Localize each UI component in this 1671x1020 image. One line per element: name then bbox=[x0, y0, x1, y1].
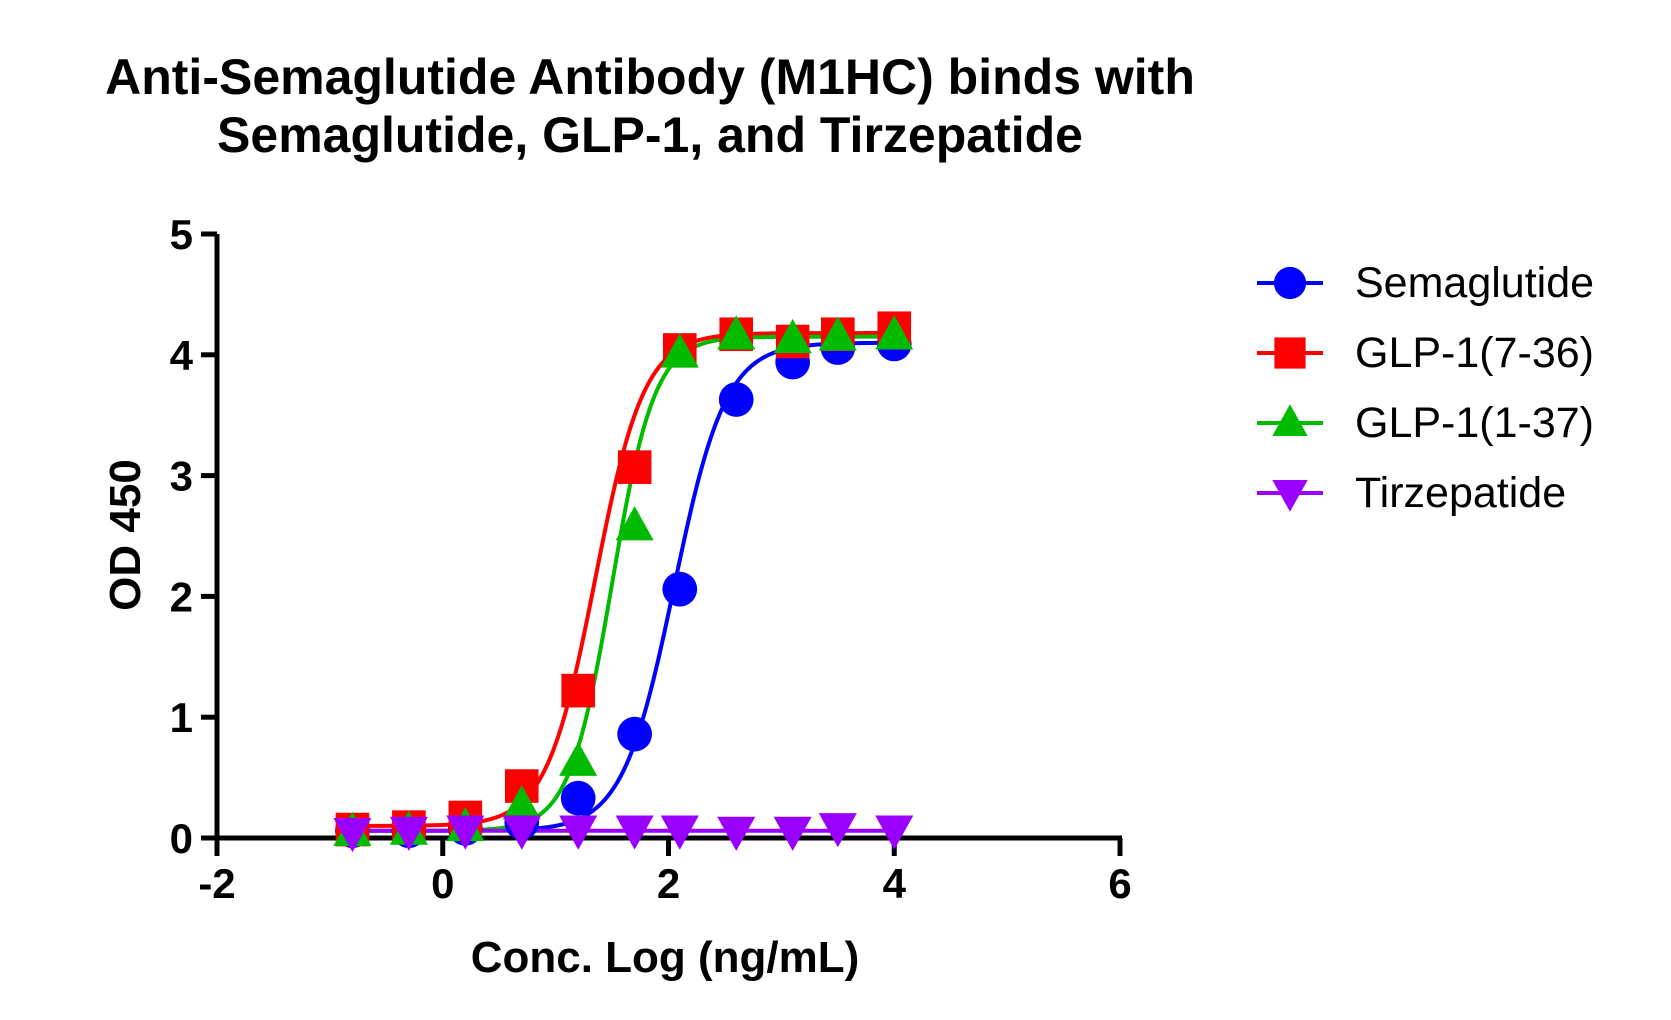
y-tick-label: 1 bbox=[170, 694, 193, 741]
x-tick-label: -2 bbox=[198, 860, 235, 907]
legend-item-tirzepatide: Tirzepatide bbox=[1255, 458, 1594, 528]
glp-1-7-36-point bbox=[561, 673, 595, 708]
legend-marker-semaglutide bbox=[1273, 266, 1307, 300]
tirzepatide-point bbox=[389, 816, 428, 851]
chart-title: Anti-Semaglutide Antibody (M1HC) binds w… bbox=[0, 48, 1300, 164]
legend-label-tirzepatide: Tirzepatide bbox=[1355, 468, 1567, 517]
x-tick-label: 0 bbox=[431, 860, 454, 907]
legend-item-semaglutide: Semaglutide bbox=[1255, 248, 1594, 318]
glp-1-1-37-point bbox=[615, 506, 654, 541]
data-markers bbox=[333, 311, 914, 853]
glp-1-1-37-point bbox=[559, 741, 598, 776]
tirzepatide-point bbox=[446, 815, 485, 850]
glp-1-1-37-point bbox=[502, 785, 541, 820]
glp-1-1-37-point bbox=[773, 318, 812, 354]
legend-swatch-tirzepatide bbox=[1257, 480, 1323, 512]
y-tick-label: 5 bbox=[170, 211, 193, 258]
x-axis-label: Conc. Log (ng/mL) bbox=[471, 933, 860, 982]
glp-1-7-36-point bbox=[617, 450, 652, 484]
glp-1-1-37-fit-curve bbox=[352, 334, 895, 833]
semaglutide-point bbox=[662, 571, 698, 607]
x-tick-label: 2 bbox=[657, 860, 680, 907]
legend-marker-glp-1-1-37 bbox=[1272, 404, 1308, 436]
y-tick-label: 2 bbox=[170, 573, 193, 620]
legend: Semaglutide GLP-1(7-36) GLP-1(1-37) Tirzepa… bbox=[1255, 248, 1594, 528]
legend-marker-glp-1-7-36 bbox=[1274, 337, 1306, 369]
semaglutide-point bbox=[560, 780, 596, 816]
legend-label-semaglutide: Semaglutide bbox=[1355, 258, 1595, 307]
tirzepatide-point bbox=[717, 816, 756, 851]
legend-item-glp-1-1-37: GLP-1(1-37) bbox=[1255, 388, 1594, 458]
tirzepatide-point bbox=[502, 815, 541, 850]
x-tick-label: 4 bbox=[883, 860, 907, 907]
x-tick-label: 6 bbox=[1108, 860, 1131, 907]
y-tick-label: 0 bbox=[170, 815, 193, 862]
y-tick-label: 3 bbox=[170, 453, 193, 500]
legend-swatch-glp-1-1-37 bbox=[1257, 404, 1323, 436]
tirzepatide-point bbox=[773, 816, 812, 851]
legend-marker-tirzepatide bbox=[1272, 480, 1308, 512]
tirzepatide-point bbox=[875, 815, 914, 850]
semaglutide-fit-curve bbox=[352, 340, 895, 833]
glp-1-1-37-point bbox=[660, 333, 699, 368]
semaglutide-point bbox=[718, 382, 754, 417]
y-tick-label: 4 bbox=[170, 332, 194, 379]
legend-item-glp-1-7-36: GLP-1(7-36) bbox=[1255, 318, 1594, 388]
tirzepatide-point bbox=[615, 815, 654, 850]
chart-title-line-1: Anti-Semaglutide Antibody (M1HC) binds w… bbox=[105, 49, 1195, 105]
glp-1-1-37-point bbox=[717, 315, 756, 350]
glp-1-1-37-point bbox=[818, 316, 857, 351]
fit-curves bbox=[352, 331, 895, 833]
legend-swatch-semaglutide bbox=[1257, 266, 1323, 300]
y-axis-label: OD 450 bbox=[101, 459, 150, 611]
legend-swatch-glp-1-7-36 bbox=[1257, 337, 1323, 369]
semaglutide-point bbox=[617, 716, 652, 752]
tirzepatide-point bbox=[660, 815, 699, 850]
legend-label-glp-1-1-37: GLP-1(1-37) bbox=[1355, 398, 1594, 447]
glp-1-1-37-point bbox=[875, 315, 914, 350]
glp-1-7-36-fit-curve bbox=[352, 331, 895, 828]
tirzepatide-point bbox=[333, 817, 372, 853]
tirzepatide-point bbox=[559, 815, 598, 850]
legend-label-glp-1-7-36: GLP-1(7-36) bbox=[1355, 328, 1594, 377]
chart-title-line-2: Semaglutide, GLP-1, and Tirzepatide bbox=[217, 107, 1083, 163]
tirzepatide-point bbox=[818, 813, 857, 848]
